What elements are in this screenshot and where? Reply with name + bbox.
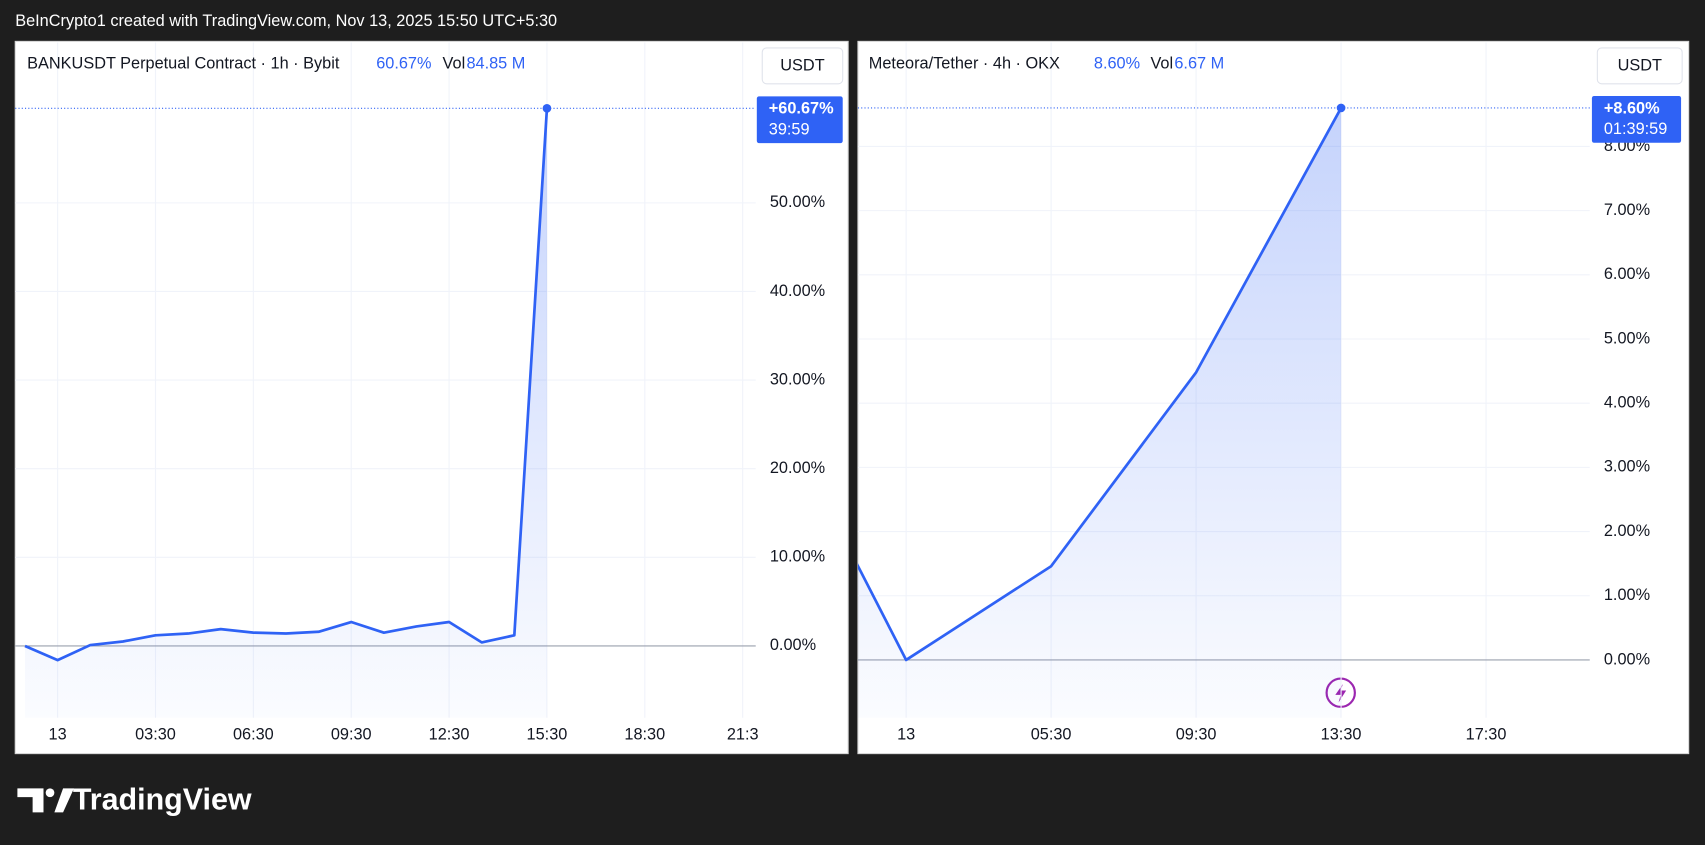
price-label: +60.67% — [769, 100, 834, 118]
y-tick-label: 4.00% — [1604, 394, 1650, 412]
currency: USDT — [1618, 57, 1662, 75]
y-tick-label: 50.00% — [770, 193, 825, 211]
y-tick-label: 30.00% — [770, 370, 825, 388]
currency-button — [1596, 47, 1683, 85]
line — [857, 107, 1343, 662]
plot — [24, 108, 549, 718]
volume-label: Vol — [443, 55, 466, 73]
credit: BeInCrypto1 created with TradingView.com… — [15, 12, 557, 30]
x-tick-label: 13 — [49, 725, 67, 743]
x-tick-label: 06:30 — [233, 725, 274, 743]
last-point — [542, 103, 552, 113]
price-label: +8.60% — [1604, 99, 1660, 117]
last-point — [1336, 103, 1346, 113]
y-tick-label: 0.00% — [770, 636, 816, 654]
y-tick-label: 20.00% — [770, 459, 825, 477]
change: 8.60% — [1094, 55, 1140, 73]
x-tick-label: 03:30 — [135, 725, 176, 743]
area — [857, 107, 1342, 718]
logo — [17, 788, 74, 813]
volume: 6.67 M — [1174, 55, 1224, 73]
change: 60.67% — [376, 55, 431, 73]
y-tick-label: 5.00% — [1604, 329, 1650, 347]
volume-label: Vol — [1150, 55, 1173, 73]
currency-button — [761, 47, 844, 85]
price-box — [756, 96, 843, 144]
y-tick-label: 1.00% — [1604, 586, 1650, 604]
currency: USDT — [780, 57, 824, 75]
x-tick-label: 09:30 — [1176, 725, 1217, 743]
plot — [857, 107, 1343, 718]
x-tick-label: 12:30 — [429, 725, 470, 743]
y-tick-label: 6.00% — [1604, 265, 1650, 283]
symbol-title: Meteora/Tether · 4h · OKX — [869, 55, 1060, 73]
y-tick-label: 10.00% — [770, 548, 825, 566]
x-tick-label: 05:30 — [1031, 725, 1072, 743]
volume: 84.85 M — [466, 55, 525, 73]
y-tick-label: 40.00% — [770, 282, 825, 300]
countdown: 39:59 — [769, 120, 810, 138]
x-tick-label: 17:30 — [1466, 725, 1507, 743]
x-tick-label: 21:3 — [727, 725, 759, 743]
countdown: 01:39:59 — [1604, 120, 1667, 138]
symbol-title: BANKUSDT Perpetual Contract · 1h · Bybit — [27, 55, 340, 73]
x-tick-label: 15:30 — [527, 725, 568, 743]
x-tick-label: 18:30 — [624, 725, 665, 743]
y-tick-label: 0.00% — [1604, 650, 1650, 668]
area — [25, 108, 547, 718]
y-tick-label: 2.00% — [1604, 522, 1650, 540]
y-tick-label: 3.00% — [1604, 458, 1650, 476]
price-box — [1591, 95, 1682, 143]
x-tick-label: 09:30 — [331, 725, 372, 743]
line — [24, 108, 549, 662]
brand: TradingView — [73, 782, 252, 816]
x-tick-label: 13:30 — [1321, 725, 1362, 743]
x-tick-label: 13 — [897, 725, 915, 743]
y-tick-label: 7.00% — [1604, 201, 1650, 219]
